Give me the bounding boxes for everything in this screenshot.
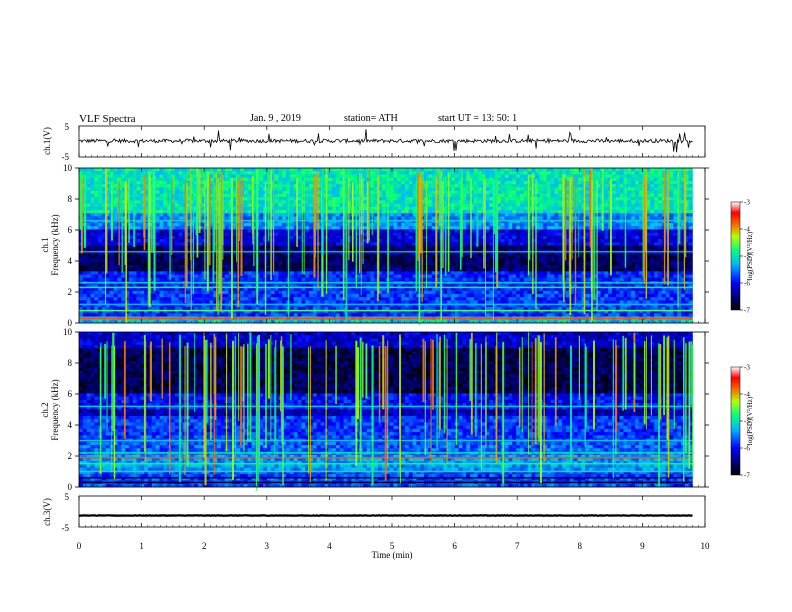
ch3-waveform-panel: 5 -5 ch.3(V) <box>42 492 706 533</box>
spec1ticks-label-3: 6 <box>68 225 73 235</box>
ch1wave-line <box>78 129 693 153</box>
time-tick-label-2: 2 <box>202 541 207 551</box>
spec1ticks-label-2: 4 <box>68 256 73 266</box>
time-axis: 0 1 2 3 4 5 6 7 8 9 10 <box>77 126 710 551</box>
ch2-spec-ylabel-a: ch.2 <box>40 402 50 417</box>
cbar2-label-0: -3 <box>744 364 750 372</box>
cbar1-label-1: -4 <box>744 226 750 234</box>
cbar1-label-0: -3 <box>744 199 750 207</box>
start-time-label: start UT = 13: 50: 1 <box>438 113 518 124</box>
spec2ticks-label-2: 4 <box>68 420 73 430</box>
spec2ticks-label-0: 0 <box>68 482 73 492</box>
time-tick-label-5: 5 <box>390 541 395 551</box>
ch3-wave-ylabel: ch.3(V) <box>42 498 52 526</box>
ch1-spectrogram-yticks: 0 2 4 6 8 10 <box>63 163 709 328</box>
time-tick-label-9: 9 <box>640 541 645 551</box>
spec2ticks-label-3: 6 <box>68 389 73 399</box>
cbar1-label-3: -6 <box>744 280 750 288</box>
time-tick-label-3: 3 <box>265 541 270 551</box>
time-tick-label-8: 8 <box>578 541 583 551</box>
spec1ticks-label-5: 10 <box>63 163 73 173</box>
ch1-spectrogram-image <box>79 168 693 326</box>
cbar2-label-4: -7 <box>744 472 750 480</box>
cbar2-label-3: -6 <box>744 445 750 453</box>
cbar1-label-4: -7 <box>744 307 750 315</box>
spec2ticks-label-5: 10 <box>63 327 73 337</box>
ch1-wave-ytick-bottom: -5 <box>62 152 70 162</box>
ch1-wave-ylabel: ch.1(V) <box>42 127 52 155</box>
ch3-waveform-trace <box>78 514 693 518</box>
ch2-spectrogram-yticks: 0 2 4 6 8 10 <box>63 327 709 492</box>
ch3-wave-ytick-bottom: -5 <box>62 523 70 533</box>
spec1ticks-label-4: 8 <box>68 194 73 204</box>
ch3-wave-ytick-top: 5 <box>65 492 70 502</box>
time-tick-label-6: 6 <box>452 541 457 551</box>
ch1-wave-ytick-top: 5 <box>65 122 70 132</box>
ch1-waveform-panel: 5 -5 ch.1(V) <box>42 122 706 162</box>
ch2-spec-ylabel-b: Frequency (kHz) <box>50 379 60 440</box>
ch3-waveform-frame <box>78 495 706 528</box>
ch3wave-line <box>78 514 693 518</box>
cbar2-label-2: -5 <box>744 418 750 426</box>
time-tick-label-1: 1 <box>139 541 144 551</box>
cbar2-label-1: -4 <box>744 391 750 399</box>
spec1ticks-label-1: 2 <box>68 287 73 297</box>
station-label: station= ATH <box>344 113 398 124</box>
spec1ticks-label-0: 0 <box>68 318 73 328</box>
ch1-colorbar-ticks: -3 -4 -5 -6 -7 <box>740 199 750 315</box>
ch1-colorbar <box>730 201 741 311</box>
ch1-waveform-trace <box>78 129 693 153</box>
ch1-spec-ylabel-a: ch.1 <box>40 237 50 252</box>
ch2-colorbar-ticks: -3 -4 -5 -6 -7 <box>740 364 750 480</box>
cbar1-label-2: -5 <box>744 253 750 261</box>
chart-title: VLF Spectra <box>79 113 136 125</box>
ch1-colorbar-label: log(PSD)(V²/Hz) <box>746 231 754 280</box>
time-tick-label-10: 10 <box>701 541 711 551</box>
ch1-spec-ylabel-b: Frequency (kHz) <box>50 214 60 275</box>
spec2ticks-label-4: 8 <box>68 358 73 368</box>
time-tick-label-0: 0 <box>77 541 82 551</box>
spec2ticks-label-1: 2 <box>68 451 73 461</box>
time-axis-label: Time (min) <box>372 550 413 560</box>
ch2-colorbar <box>730 366 741 476</box>
ch2-spectrogram-image <box>79 332 694 491</box>
time-tick-label-4: 4 <box>327 541 332 551</box>
date-label: Jan. 9 , 2019 <box>250 113 301 124</box>
ch2-colorbar-label: log(PSD)(V²/Hz) <box>746 396 754 445</box>
time-tick-label-7: 7 <box>515 541 520 551</box>
